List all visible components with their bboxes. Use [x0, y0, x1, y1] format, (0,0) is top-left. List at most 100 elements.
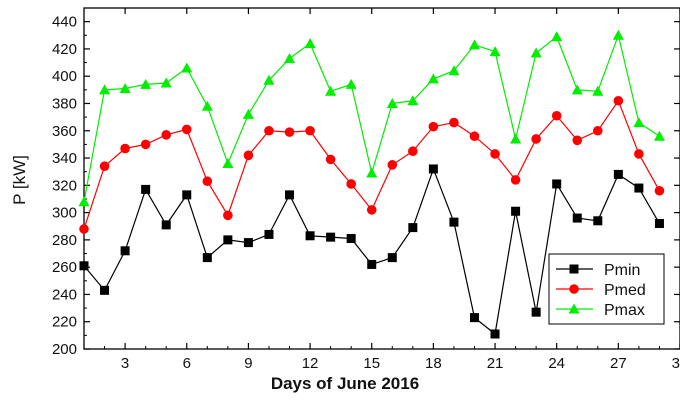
data-point: [572, 213, 582, 223]
data-point: [613, 169, 623, 179]
x-tick-label: 15: [363, 355, 380, 372]
data-point: [552, 179, 562, 189]
data-point: [182, 190, 192, 200]
data-point: [263, 74, 275, 85]
data-point: [345, 78, 357, 89]
data-point: [613, 95, 624, 106]
data-point: [264, 125, 274, 136]
data-point: [654, 185, 665, 196]
y-tick-label: 200: [52, 341, 77, 358]
data-point: [408, 146, 418, 157]
data-point: [468, 39, 480, 50]
data-point: [100, 285, 110, 295]
data-point: [449, 117, 459, 128]
data-point: [489, 46, 501, 57]
y-tick-label: 220: [52, 314, 77, 331]
data-point: [120, 246, 130, 256]
data-point: [161, 220, 171, 230]
data-point: [510, 133, 522, 144]
data-point: [141, 184, 151, 194]
y-tick-label: 420: [52, 41, 77, 58]
data-point: [99, 84, 111, 95]
y-tick-label: 300: [52, 205, 77, 222]
y-tick-label: 280: [52, 232, 77, 249]
data-point: [386, 97, 398, 108]
data-point: [264, 229, 274, 239]
plot-frame: [83, 7, 680, 350]
legend-label: Pmed: [604, 282, 646, 299]
data-point: [119, 82, 131, 93]
y-axis-title: P [kW]: [10, 155, 29, 205]
data-point: [654, 219, 664, 229]
data-point: [428, 164, 438, 174]
data-point: [285, 190, 295, 200]
data-point: [346, 234, 356, 244]
data-point: [634, 149, 644, 159]
data-point: [633, 117, 645, 128]
series-pmax: [78, 29, 665, 207]
data-point: [531, 307, 541, 317]
data-point: [387, 253, 397, 263]
data-point: [202, 253, 212, 263]
x-tick-label: 12: [302, 355, 319, 372]
x-tick-label: 18: [425, 355, 442, 372]
data-point: [572, 135, 583, 146]
x-tick-label: 3: [121, 355, 129, 372]
data-point: [490, 149, 500, 159]
data-point: [305, 125, 315, 136]
legend-marker: [569, 264, 579, 274]
data-point: [427, 73, 439, 84]
data-point: [120, 143, 130, 154]
data-point: [366, 205, 377, 215]
data-point: [551, 110, 562, 121]
data-point: [325, 85, 337, 96]
data-point: [592, 85, 604, 96]
data-point: [140, 139, 151, 150]
data-point: [140, 78, 152, 89]
data-point: [325, 154, 336, 165]
x-tick-label: 30: [672, 355, 680, 372]
y-tick-label: 440: [52, 14, 77, 31]
y-tick-label: 340: [52, 150, 77, 167]
data-point: [181, 62, 193, 73]
data-point: [530, 47, 542, 58]
y-tick-label: 240: [52, 286, 77, 303]
legend: Pmin Pmed Pmax: [548, 253, 665, 325]
series-pmed: [79, 95, 665, 234]
data-point: [592, 125, 603, 136]
x-axis-title: Days of June 2016: [271, 374, 419, 393]
data-point: [531, 134, 541, 144]
data-point: [593, 216, 603, 226]
data-point: [490, 329, 500, 339]
x-tick-label: 21: [487, 355, 504, 372]
data-point: [223, 235, 233, 245]
data-point: [78, 196, 90, 207]
legend-label: Pmin: [604, 262, 640, 279]
data-point: [99, 161, 110, 172]
data-point: [284, 127, 295, 137]
data-point: [408, 223, 418, 233]
series-pmin: [79, 164, 664, 339]
data-point: [202, 176, 213, 187]
y-tick-label: 360: [52, 123, 77, 140]
data-point: [653, 130, 665, 141]
data-point: [469, 313, 479, 323]
data-point: [242, 108, 254, 119]
data-point: [448, 65, 460, 76]
data-point: [181, 124, 192, 135]
data-point: [510, 175, 521, 185]
data-point: [367, 259, 377, 269]
data-point: [511, 206, 521, 216]
legend-label: Pmax: [604, 302, 645, 319]
legend-marker: [568, 303, 580, 314]
data-point: [634, 183, 644, 193]
data-point: [161, 130, 172, 140]
data-point: [387, 160, 398, 170]
data-point: [428, 121, 439, 132]
data-point: [551, 31, 563, 42]
data-point: [407, 95, 419, 106]
x-tick-label: 9: [244, 355, 252, 372]
data-point: [469, 131, 480, 142]
data-point: [449, 217, 459, 227]
